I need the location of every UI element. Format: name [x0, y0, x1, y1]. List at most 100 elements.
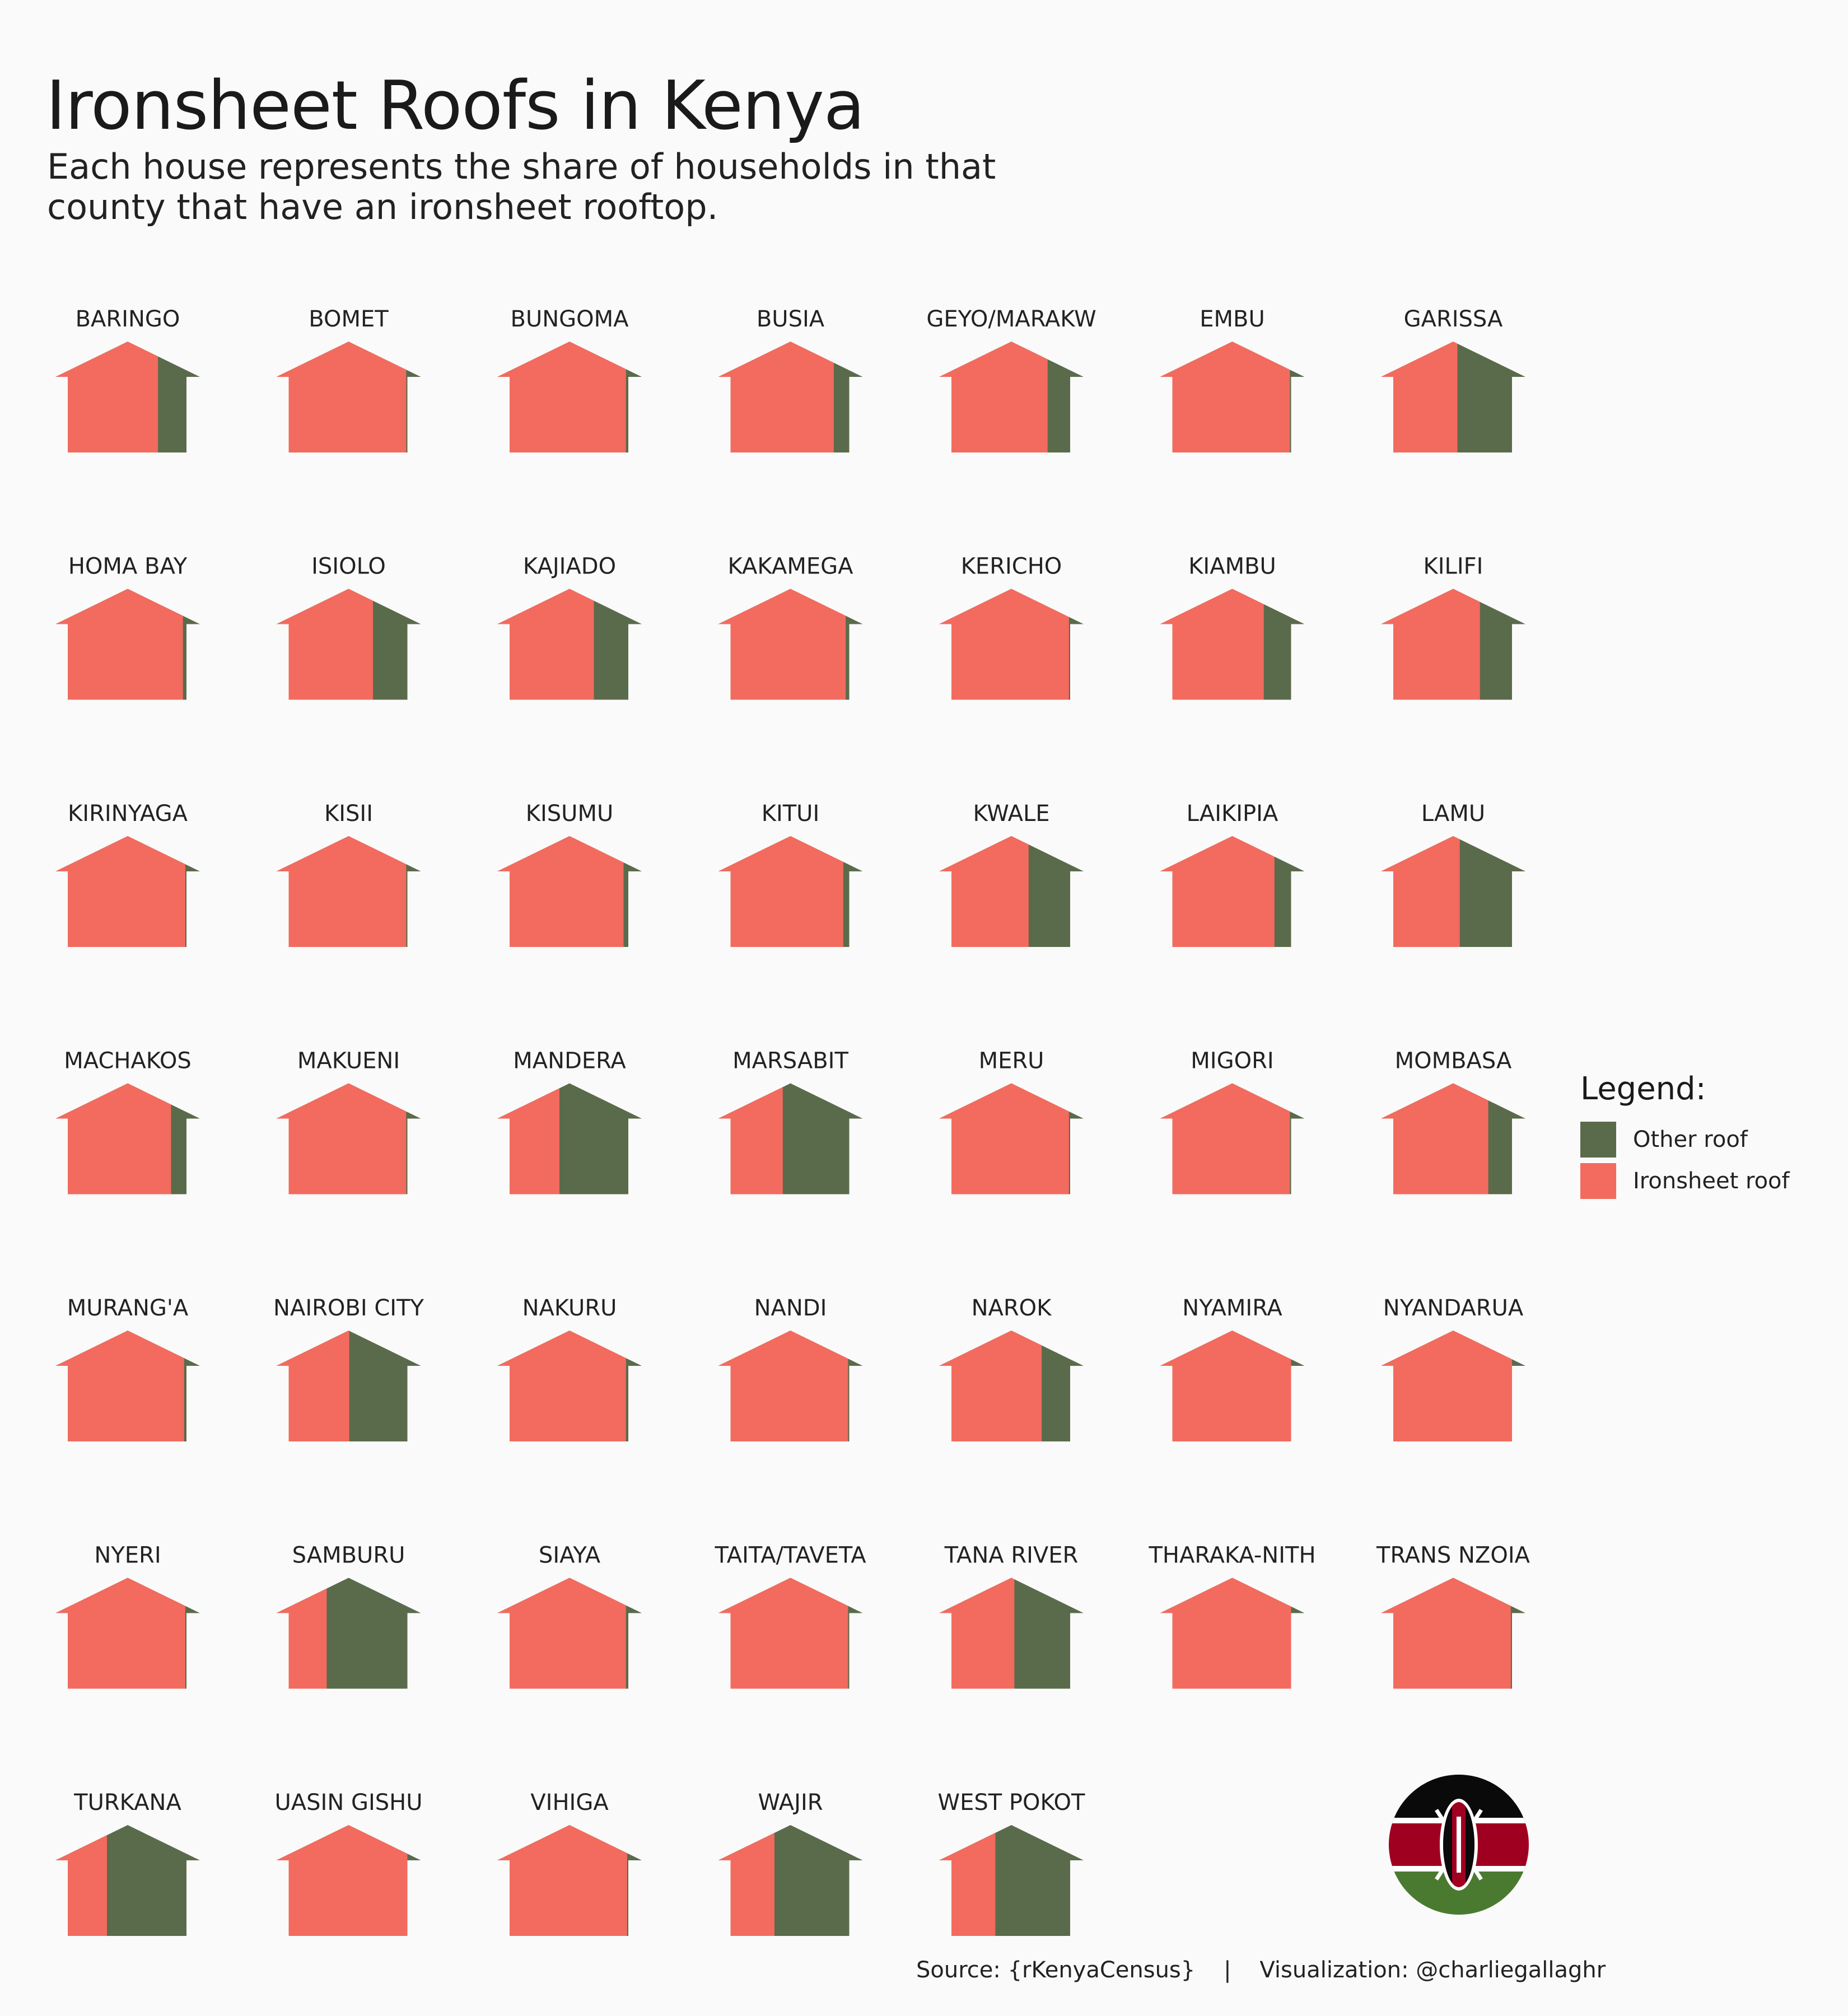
ironsheet-bar-narok [939, 1331, 1042, 1441]
house-mandera: MANDERA [497, 1048, 642, 1194]
county-label-bungoma: BUNGOMA [511, 306, 629, 332]
page-title: Ironsheet Roofs in Kenya [46, 67, 865, 145]
ironsheet-bar-kisii [276, 836, 407, 947]
house-grid: BARINGO BOMET BUNGOMA BUSIA GEYO/MARAKW EMBU G… [55, 306, 1530, 1936]
ironsheet-bar-kajiado [497, 589, 594, 700]
house-mombasa: MOMBASA [1381, 1048, 1525, 1194]
kenya-flag-icon [1389, 1775, 1529, 1915]
ironsheet-bar-siaya [497, 1578, 626, 1689]
house-west-pokot: WEST POKOT [938, 1790, 1085, 1936]
ironsheet-bar-marsabit [718, 1083, 783, 1194]
house-kakamega: KAKAMEGA [718, 554, 863, 700]
house-migori: MIGORI [1160, 1048, 1305, 1194]
county-label-vihiga: VIHIGA [530, 1790, 609, 1816]
ironsheet-bar-west-pokot [939, 1825, 996, 1936]
county-label-isiolo: ISIOLO [311, 554, 386, 580]
county-label-elgeyo-marakwet: GEYO/MARAKW [926, 306, 1096, 332]
ironsheet-bar-nyamira [1160, 1331, 1291, 1441]
county-label-kajiado: KAJIADO [523, 554, 616, 580]
legend-swatch-ironsheet-roof [1580, 1163, 1616, 1199]
ironsheet-bar-nairobi-city [276, 1331, 349, 1441]
house-homa-bay: HOMA BAY [55, 554, 200, 700]
house-elgeyo-marakwet: GEYO/MARAKW [926, 306, 1096, 452]
house-samburu: SAMBURU [276, 1543, 421, 1689]
county-label-lamu: LAMU [1421, 801, 1485, 827]
legend-title: Legend: [1580, 1071, 1706, 1107]
ironsheet-bar-garissa [1381, 342, 1458, 452]
county-label-narok: NAROK [972, 1295, 1053, 1321]
ironsheet-bar-meru [939, 1083, 1069, 1194]
county-label-homa-bay: HOMA BAY [68, 554, 188, 580]
ironsheet-bar-kiambu [1160, 589, 1264, 700]
ironsheet-bar-laikipia [1160, 836, 1275, 947]
county-label-taita-taveta: TAITA/TAVETA [714, 1543, 866, 1569]
ironsheet-bar-uasin-gishu [276, 1825, 408, 1936]
house-uasin-gishu: UASIN GISHU [274, 1790, 423, 1936]
ironsheet-bar-tharaka-nithi [1160, 1578, 1291, 1689]
county-label-kakamega: KAKAMEGA [728, 554, 854, 580]
ironsheet-bar-homa-bay [55, 589, 183, 700]
ironsheet-bar-kilifi [1381, 589, 1480, 700]
house-kajiado: KAJIADO [497, 554, 642, 700]
county-label-nandi: NANDI [754, 1295, 827, 1321]
county-label-nyandarua: NYANDARUA [1383, 1295, 1524, 1321]
house-kisumu: KISUMU [497, 801, 642, 947]
county-label-baringo: BARINGO [76, 306, 180, 332]
house-kiambu: KIAMBU [1160, 554, 1305, 700]
house-kisii: KISII [276, 801, 421, 947]
county-label-wajir: WAJIR [758, 1790, 823, 1816]
county-label-tana-river: TANA RIVER [944, 1543, 1079, 1569]
house-kericho: KERICHO [939, 554, 1084, 700]
legend-label-ironsheet-roof: Ironsheet roof [1633, 1168, 1790, 1194]
house-wajir: WAJIR [718, 1790, 863, 1936]
county-label-embu: EMBU [1200, 306, 1265, 332]
county-label-kitui: KITUI [762, 801, 820, 827]
county-label-nairobi-city: NAIROBI CITY [273, 1295, 424, 1321]
house-bomet: BOMET [276, 306, 421, 452]
house-baringo: BARINGO [55, 306, 200, 452]
house-tana-river: TANA RIVER [939, 1543, 1084, 1689]
ironsheet-bar-kakamega [718, 589, 846, 700]
county-label-kericho: KERICHO [961, 554, 1062, 580]
ironsheet-bar-bomet [276, 342, 407, 452]
ironsheet-bar-taita-taveta [718, 1578, 848, 1689]
county-label-migori: MIGORI [1191, 1048, 1273, 1074]
house-meru: MERU [939, 1048, 1084, 1194]
house-garissa: GARISSA [1381, 306, 1525, 452]
source-caption: Source: {rKenyaCensus} | Visualization: … [916, 1957, 1606, 1983]
county-label-kiambu: KIAMBU [1188, 554, 1276, 580]
county-label-makueni: MAKUENI [297, 1048, 400, 1074]
county-label-nyeri: NYERI [94, 1543, 161, 1569]
house-kirinyaga: KIRINYAGA [55, 801, 200, 947]
ironsheet-bar-murang-a [55, 1331, 184, 1441]
county-label-kisumu: KISUMU [526, 801, 613, 827]
house-narok: NAROK [939, 1295, 1084, 1441]
county-label-meru: MERU [979, 1048, 1044, 1074]
house-busia: BUSIA [718, 306, 863, 452]
county-label-nyamira: NYAMIRA [1182, 1295, 1282, 1321]
ironsheet-bar-vihiga [497, 1825, 627, 1936]
house-kilifi: KILIFI [1381, 554, 1525, 700]
house-trans-nzoia: TRANS NZOIA [1376, 1543, 1530, 1689]
legend-item-ironsheet-roof: Ironsheet roof [1580, 1160, 1821, 1202]
ironsheet-bar-makueni [276, 1083, 407, 1194]
house-laikipia: LAIKIPIA [1160, 801, 1305, 947]
ironsheet-bar-samburu [276, 1578, 327, 1689]
county-label-marsabit: MARSABIT [732, 1048, 848, 1074]
county-label-siaya: SIAYA [539, 1543, 601, 1569]
house-tharaka-nithi: THARAKA-NITH [1148, 1543, 1316, 1689]
ironsheet-bar-kisumu [497, 836, 624, 947]
legend-swatch-other-roof [1580, 1122, 1616, 1158]
ironsheet-bar-turkana [55, 1825, 107, 1936]
county-label-trans-nzoia: TRANS NZOIA [1376, 1543, 1530, 1569]
ironsheet-bar-tana-river [939, 1578, 1015, 1689]
ironsheet-bar-mandera [497, 1083, 560, 1194]
county-label-machakos: MACHAKOS [64, 1048, 191, 1074]
legend-label-other-roof: Other roof [1633, 1127, 1748, 1152]
county-label-mandera: MANDERA [513, 1048, 626, 1074]
ironsheet-bar-lamu [1381, 836, 1460, 947]
ironsheet-bar-isiolo [276, 589, 374, 700]
county-label-west-pokot: WEST POKOT [938, 1790, 1085, 1816]
house-makueni: MAKUENI [276, 1048, 421, 1194]
